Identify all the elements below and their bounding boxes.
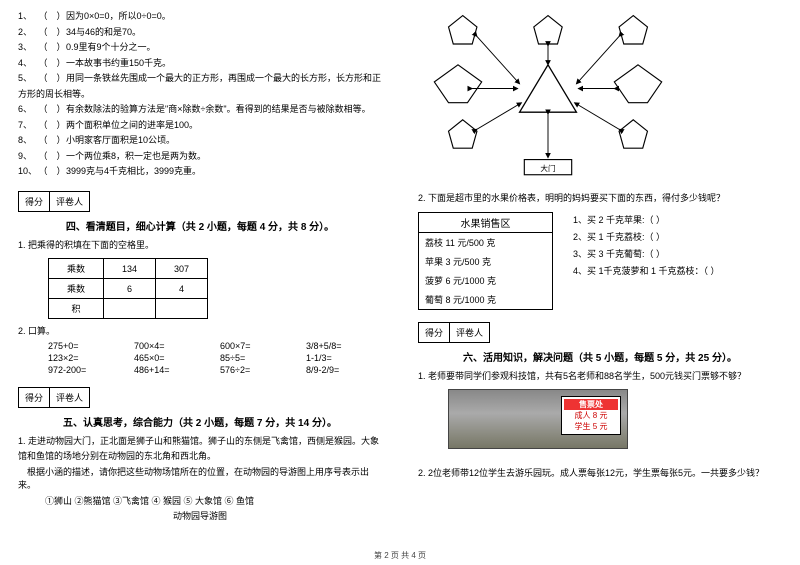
svg-text:大门: 大门 bbox=[540, 163, 555, 173]
score-label: 得分 bbox=[18, 191, 49, 212]
section-4-title: 四、看清题目，细心计算（共 2 小题，每题 4 分，共 8 分）。 bbox=[18, 218, 382, 233]
q4-2: 2. 口算。 bbox=[18, 325, 382, 339]
judge-item: 1、（ ）因为0×0=0，所以0÷0=0。 bbox=[18, 10, 382, 24]
q6-2: 2. 2位老师带12位学生去游乐园玩。成人票每张12元，学生票每张5元。一共要多… bbox=[418, 467, 782, 481]
score-label-3: 得分 bbox=[418, 322, 449, 343]
calc-row: 972-200=486+14=576÷2=8/9-2/9= bbox=[48, 365, 382, 375]
page-footer: 第 2 页 共 4 页 bbox=[0, 550, 800, 561]
grader-label-2: 评卷人 bbox=[49, 387, 90, 408]
q5-1b: 馆和鱼馆的场地分别在动物园的东北角和西北角。 bbox=[18, 450, 382, 464]
q6-1: 1. 老师要带同学们参观科技馆，共有5名老师和88名学生，500元钱买门票够不够… bbox=[418, 370, 782, 384]
judge-item: 6、（ ）有余数除法的验算方法是"商×除数÷余数"。看得到的结果是否与被除数相等… bbox=[18, 103, 382, 117]
judge-item: 7、（ ）两个面积单位之间的进率是100。 bbox=[18, 119, 382, 133]
multiply-table: 乘数134307 乘数64 积 bbox=[48, 258, 208, 319]
judge-item: 9、（ ）一个两位乘8，积一定也是两为数。 bbox=[18, 150, 382, 164]
grader-label: 评卷人 bbox=[49, 191, 90, 212]
fruit-table: 水果销售区 荔枝 11 元/500 克 苹果 3 元/500 克 菠萝 6 元/… bbox=[418, 212, 553, 310]
q5-1d: ①狮山 ②熊猫馆 ③飞禽馆 ④ 猴园 ⑤ 大象馆 ⑥ 鱼馆 bbox=[18, 495, 382, 509]
q5-1e: 动物园导游图 bbox=[18, 510, 382, 524]
zoo-diagram: 大门 bbox=[418, 8, 678, 188]
calc-row: 275+0=700×4=600×7=3/8+5/8= bbox=[48, 341, 382, 351]
judge-item: 3、（ ）0.9里有9个十分之一。 bbox=[18, 41, 382, 55]
judge-item-cont: 方形的周长相等。 bbox=[18, 88, 382, 102]
fruit-questions: 1、买 2 千克苹果:（ ） 2、买 1 千克荔枝:（ ） 3、买 3 千克葡萄… bbox=[573, 212, 720, 310]
score-label-2: 得分 bbox=[18, 387, 49, 408]
ticket-image: 售票处 成人 8 元 学生 5 元 bbox=[448, 389, 628, 449]
section-5-title: 五、认真思考，综合能力（共 2 小题，每题 7 分，共 14 分）。 bbox=[18, 414, 382, 429]
q5-1c: 根据小涵的描述，请你把这些动物场馆所在的位置，在动物园的导游图上用序号表示出来。 bbox=[18, 466, 382, 493]
q-fruit: 2. 下面是超市里的水果价格表，明明的妈妈要买下面的东西，得付多少钱呢？ bbox=[418, 192, 782, 206]
judge-item: 4、（ ）一本故事书约重150千克。 bbox=[18, 57, 382, 71]
grader-label-3: 评卷人 bbox=[449, 322, 490, 343]
judge-item: 10、（ ）3999克与4千克相比，3999克重。 bbox=[18, 165, 382, 179]
judge-item: 5、（ ）用同一条铁丝先围成一个最大的正方形，再围成一个最大的长方形，长方形和正 bbox=[18, 72, 382, 86]
section-6-title: 六、活用知识，解决问题（共 5 小题，每题 5 分，共 25 分）。 bbox=[418, 349, 782, 364]
calc-row: 123×2=465×0=85÷5=1-1/3= bbox=[48, 353, 382, 363]
judge-item: 2、（ ）34与46的和是70。 bbox=[18, 26, 382, 40]
q4-1: 1. 把乘得的积填在下面的空格里。 bbox=[18, 239, 382, 253]
judge-item: 8、（ ）小明家客厅面积是10公顷。 bbox=[18, 134, 382, 148]
q5-1a: 1. 走进动物园大门，正北面是狮子山和熊猫馆。狮子山的东侧是飞禽馆，西侧是猴园。… bbox=[18, 435, 382, 449]
